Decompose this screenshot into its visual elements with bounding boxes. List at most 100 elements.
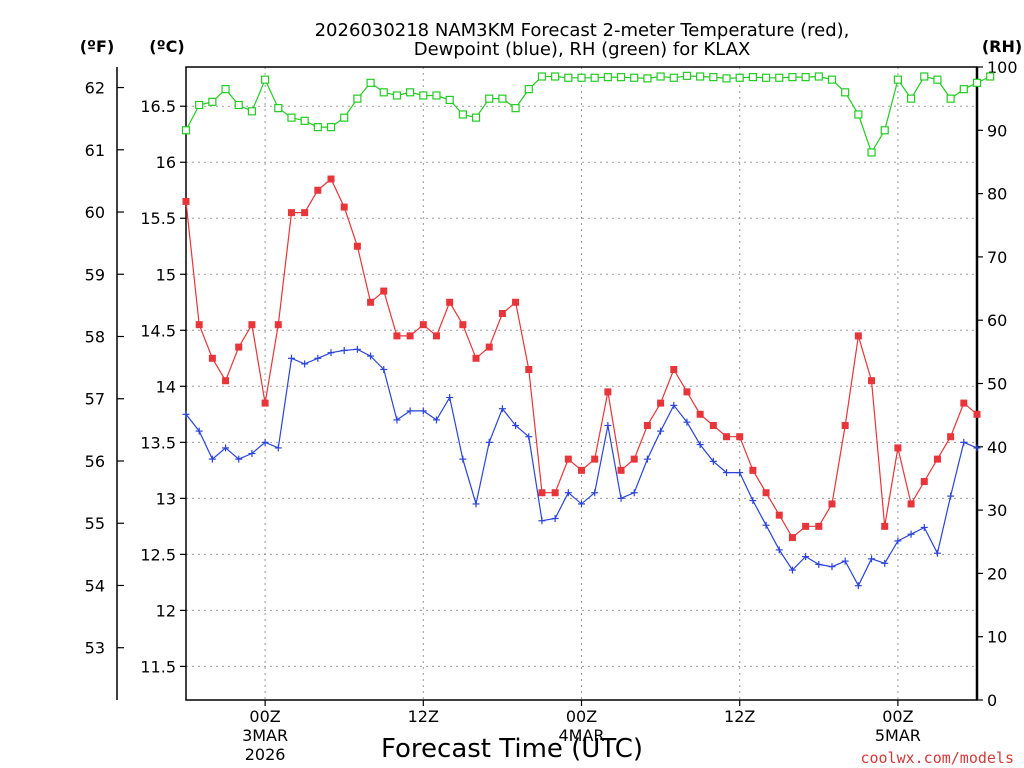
temperature-point <box>182 197 190 205</box>
temperature-point <box>868 377 876 385</box>
time-tick-date: 3MAR <box>242 726 288 745</box>
dewpoint-point <box>802 553 810 561</box>
dewpoint-point <box>367 352 375 360</box>
dewpoint-point <box>393 416 401 424</box>
temperature-point <box>854 332 862 340</box>
dewpoint-point <box>670 401 678 409</box>
chart-title: 2026030218 NAM3KM Forecast 2-meter Tempe… <box>315 20 850 60</box>
rh-point <box>880 126 889 135</box>
dewpoint-point <box>551 515 559 523</box>
rh-point <box>616 73 626 82</box>
dewpoint-point <box>498 405 506 413</box>
dewpoint-point <box>881 559 889 567</box>
dewpoint-point <box>736 469 744 477</box>
dewpoint-point <box>630 489 638 497</box>
rh-point <box>551 72 560 81</box>
rh-point <box>643 74 652 83</box>
dewpoint-point <box>643 455 651 463</box>
rh-tick-label: 40 <box>987 438 1007 457</box>
rh-point <box>208 97 217 106</box>
fahrenheit-tick-label: 58 <box>85 328 105 347</box>
rh-point <box>669 73 678 82</box>
rh-point <box>788 73 797 82</box>
dewpoint-point <box>947 492 955 500</box>
rh-point <box>867 148 876 157</box>
dewpoint-point <box>815 560 823 568</box>
dewpoint-point <box>182 410 190 418</box>
dewpoint-point <box>235 455 243 463</box>
temperature-point <box>643 422 651 430</box>
dewpoint-point <box>788 566 796 574</box>
rh-tick-label: 10 <box>987 628 1007 647</box>
rh-tick-label: 50 <box>987 375 1007 394</box>
dewpoint-point <box>604 422 612 430</box>
dewpoint-point <box>327 349 335 357</box>
temperature-point <box>353 242 361 250</box>
temperature-point <box>208 354 216 362</box>
temperature-point <box>815 522 823 530</box>
temperature-point <box>498 309 506 317</box>
rh-point <box>485 94 494 103</box>
dewpoint-point <box>657 427 665 435</box>
dewpoint-point <box>841 557 849 565</box>
rh-unit-label: (RH) <box>982 37 1022 56</box>
temperature-point <box>340 203 348 211</box>
dewpoint-point <box>261 438 269 446</box>
celsius-tick-label: 12 <box>156 601 176 620</box>
dewpoint-point <box>762 521 770 529</box>
series-layer <box>181 71 995 590</box>
temperature-point <box>670 365 678 373</box>
celsius-tick-label: 13 <box>156 489 176 508</box>
chart-title-line-2: Dewpoint (blue), RH (green) for KLAX <box>414 39 751 60</box>
dewpoint-point <box>340 346 348 354</box>
temperature-point <box>406 332 414 340</box>
rh-point <box>274 104 283 113</box>
time-tick-label: 00Z <box>882 707 913 726</box>
time-tick-label: 12Z <box>408 707 439 726</box>
rh-point <box>933 75 942 84</box>
rh-point <box>366 78 375 87</box>
celsius-tick-label: 15.5 <box>140 209 176 228</box>
rh-point <box>577 73 586 82</box>
temperature-point <box>512 298 520 306</box>
rh-point <box>920 72 929 81</box>
rh-point <box>524 85 533 94</box>
temperature-point <box>327 175 335 183</box>
temperature-point <box>446 298 454 306</box>
rh-point <box>696 72 705 81</box>
temperature-point <box>578 466 585 474</box>
dewpoint-point <box>459 455 467 463</box>
fahrenheit-tick-label: 55 <box>85 514 105 533</box>
rh-point <box>353 94 362 103</box>
temperature-point <box>802 522 810 530</box>
time-tick-label: 00Z <box>566 707 597 726</box>
temperature-point <box>485 343 493 351</box>
temperature-point <box>380 287 388 295</box>
dewpoint-point <box>749 497 757 505</box>
temperature-point <box>828 500 836 508</box>
rh-point <box>340 113 349 122</box>
rh-point <box>814 72 823 81</box>
temperature-point <box>222 377 230 385</box>
rh-point <box>893 75 903 84</box>
celsius-tick-label: 14.5 <box>140 321 176 340</box>
celsius-tick-label: 12.5 <box>140 545 176 564</box>
temperature-point <box>630 455 638 463</box>
dewpoint-point <box>775 546 783 554</box>
temperature-point <box>947 433 955 441</box>
dewpoint-point <box>248 450 256 458</box>
x-axis-title: Forecast Time (UTC) <box>381 734 643 764</box>
rh-point <box>419 91 428 100</box>
rh-point <box>326 123 336 132</box>
series-rh <box>181 71 995 157</box>
rh-tick-label: 100 <box>987 58 1018 77</box>
temperature-point <box>604 388 612 396</box>
dewpoint-point <box>406 407 414 415</box>
dewpoint-point <box>446 394 454 402</box>
rh-point <box>537 72 547 81</box>
rh-tick-label: 20 <box>987 564 1007 583</box>
dewpoint-point <box>222 444 230 452</box>
dewpoint-point <box>208 455 216 463</box>
temperature-point <box>551 489 559 497</box>
rh-point <box>709 73 718 82</box>
